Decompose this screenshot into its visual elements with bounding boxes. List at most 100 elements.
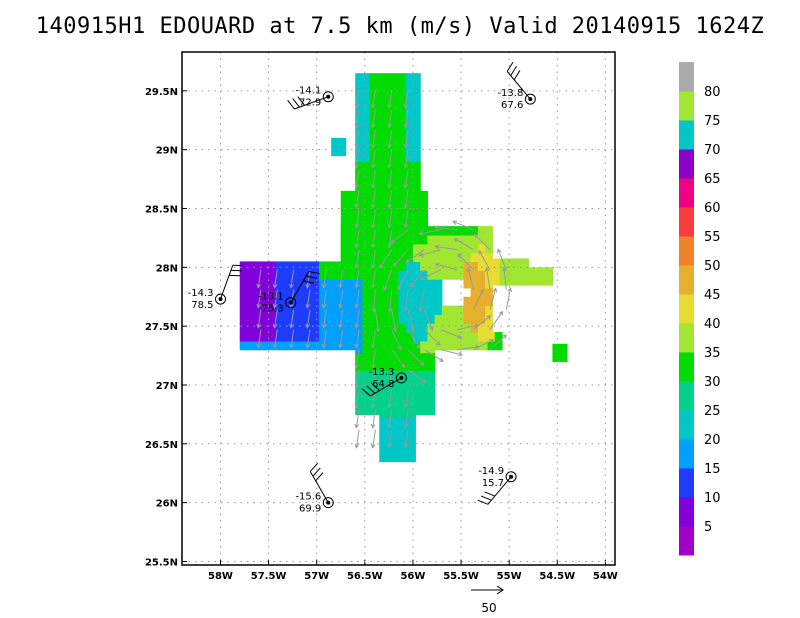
swath-cell <box>304 279 313 289</box>
swath-cell <box>405 217 414 227</box>
swath-cell <box>420 305 428 315</box>
swath-cell <box>347 208 356 218</box>
wind-vector-head <box>272 343 278 349</box>
wind-vector-head <box>387 423 392 429</box>
swath-cell <box>391 279 400 289</box>
wind-vector-head <box>400 363 406 369</box>
swath-cell <box>355 90 364 101</box>
swath-cell <box>420 314 428 324</box>
swath-cell <box>333 305 342 315</box>
swath-cell <box>456 252 465 263</box>
lat-tick-label: 27.5N <box>145 322 178 333</box>
swath-cell <box>412 208 421 218</box>
observation-station: -14.172.9 <box>287 86 334 110</box>
swath-cell <box>477 261 486 271</box>
wind-vector-head <box>392 327 398 333</box>
swath-cell <box>369 323 378 333</box>
swath-cell <box>376 279 385 289</box>
wind-vector <box>374 309 379 332</box>
wind-vector <box>473 315 491 331</box>
swath-cell <box>427 296 436 307</box>
swath-cell <box>254 314 262 324</box>
wind-barb-flag <box>309 462 318 472</box>
swath-cell <box>463 296 472 307</box>
wind-vector <box>486 267 491 290</box>
swath-cell <box>485 323 493 333</box>
swath-cell <box>369 252 378 263</box>
wind-vector <box>467 268 475 290</box>
swath-cell <box>412 90 421 101</box>
swath-cell <box>362 217 371 227</box>
swath-cell <box>326 314 335 324</box>
swath-cell <box>376 396 385 407</box>
swath-cell <box>362 90 371 101</box>
swath-cell <box>297 305 306 315</box>
wind-vector-head <box>370 223 376 229</box>
wind-vector-head <box>305 343 311 349</box>
swath-cell <box>326 270 335 280</box>
swath-cell <box>331 146 339 157</box>
wind-vector-head <box>370 443 376 449</box>
swath-cell <box>412 143 421 154</box>
swath-cell <box>376 332 385 342</box>
wind-vector <box>388 229 393 248</box>
swath-cell <box>376 361 385 371</box>
wind-vector-head <box>338 303 343 309</box>
swath-cell <box>420 332 428 342</box>
swath-cell <box>492 276 501 286</box>
wind-vector <box>388 89 393 108</box>
swath-cell <box>405 343 414 354</box>
wind-vector-head <box>370 183 376 189</box>
swath-cell <box>412 396 421 407</box>
swath-cell <box>405 314 414 324</box>
swath-cell <box>384 343 392 354</box>
wind-vector <box>407 349 425 366</box>
swath-cell <box>376 296 385 307</box>
wind-vector-head <box>354 203 360 209</box>
station-value-label: 67.6 <box>501 100 523 111</box>
swath-cell <box>283 279 291 289</box>
swath-cell <box>456 261 465 271</box>
wind-vector-head <box>501 266 507 272</box>
swath-cell <box>441 226 450 236</box>
swath-cell <box>369 287 378 298</box>
swath-cell <box>420 226 428 236</box>
swath-cell <box>347 226 356 236</box>
wind-vector-head <box>390 239 395 244</box>
wind-vector-head <box>383 286 388 292</box>
swath-cell <box>391 287 400 298</box>
wind-vector <box>290 289 295 308</box>
colorbar-label: 75 <box>704 114 721 129</box>
wind-vector <box>372 229 376 248</box>
swath-cell <box>347 243 356 254</box>
wind-vector <box>355 349 360 368</box>
swath-cell <box>391 90 400 101</box>
swath-cell <box>420 379 428 389</box>
swath-cell <box>239 296 248 307</box>
lat-tick-label: 29.5N <box>145 87 178 98</box>
swath-cell <box>393 443 402 454</box>
wind-vector <box>323 329 327 348</box>
swath-cell <box>405 99 414 110</box>
swath-cell <box>338 137 347 148</box>
wind-barb-staff <box>294 96 329 110</box>
swath-cell <box>311 279 320 289</box>
map-title: 140915H1 EDOUARD at 7.5 km (m/s) Valid 2… <box>35 14 765 39</box>
swath-cell <box>379 443 388 454</box>
wind-vector-head <box>375 327 381 333</box>
swath-cell <box>412 82 421 92</box>
swath-cell <box>384 208 392 218</box>
swath-cell <box>369 73 378 83</box>
swath-cell <box>362 143 371 154</box>
swath-cell <box>463 226 472 236</box>
wind-vector-head <box>371 307 377 313</box>
wind-vector <box>388 389 393 408</box>
swath-cell <box>530 276 539 286</box>
swath-cell <box>398 379 407 389</box>
swath-cell <box>393 426 402 436</box>
swath-cell <box>400 434 409 445</box>
swath-cell <box>391 396 400 407</box>
swath-cell <box>254 287 262 298</box>
swath-cell <box>386 452 395 463</box>
wind-vector-head <box>403 403 409 409</box>
